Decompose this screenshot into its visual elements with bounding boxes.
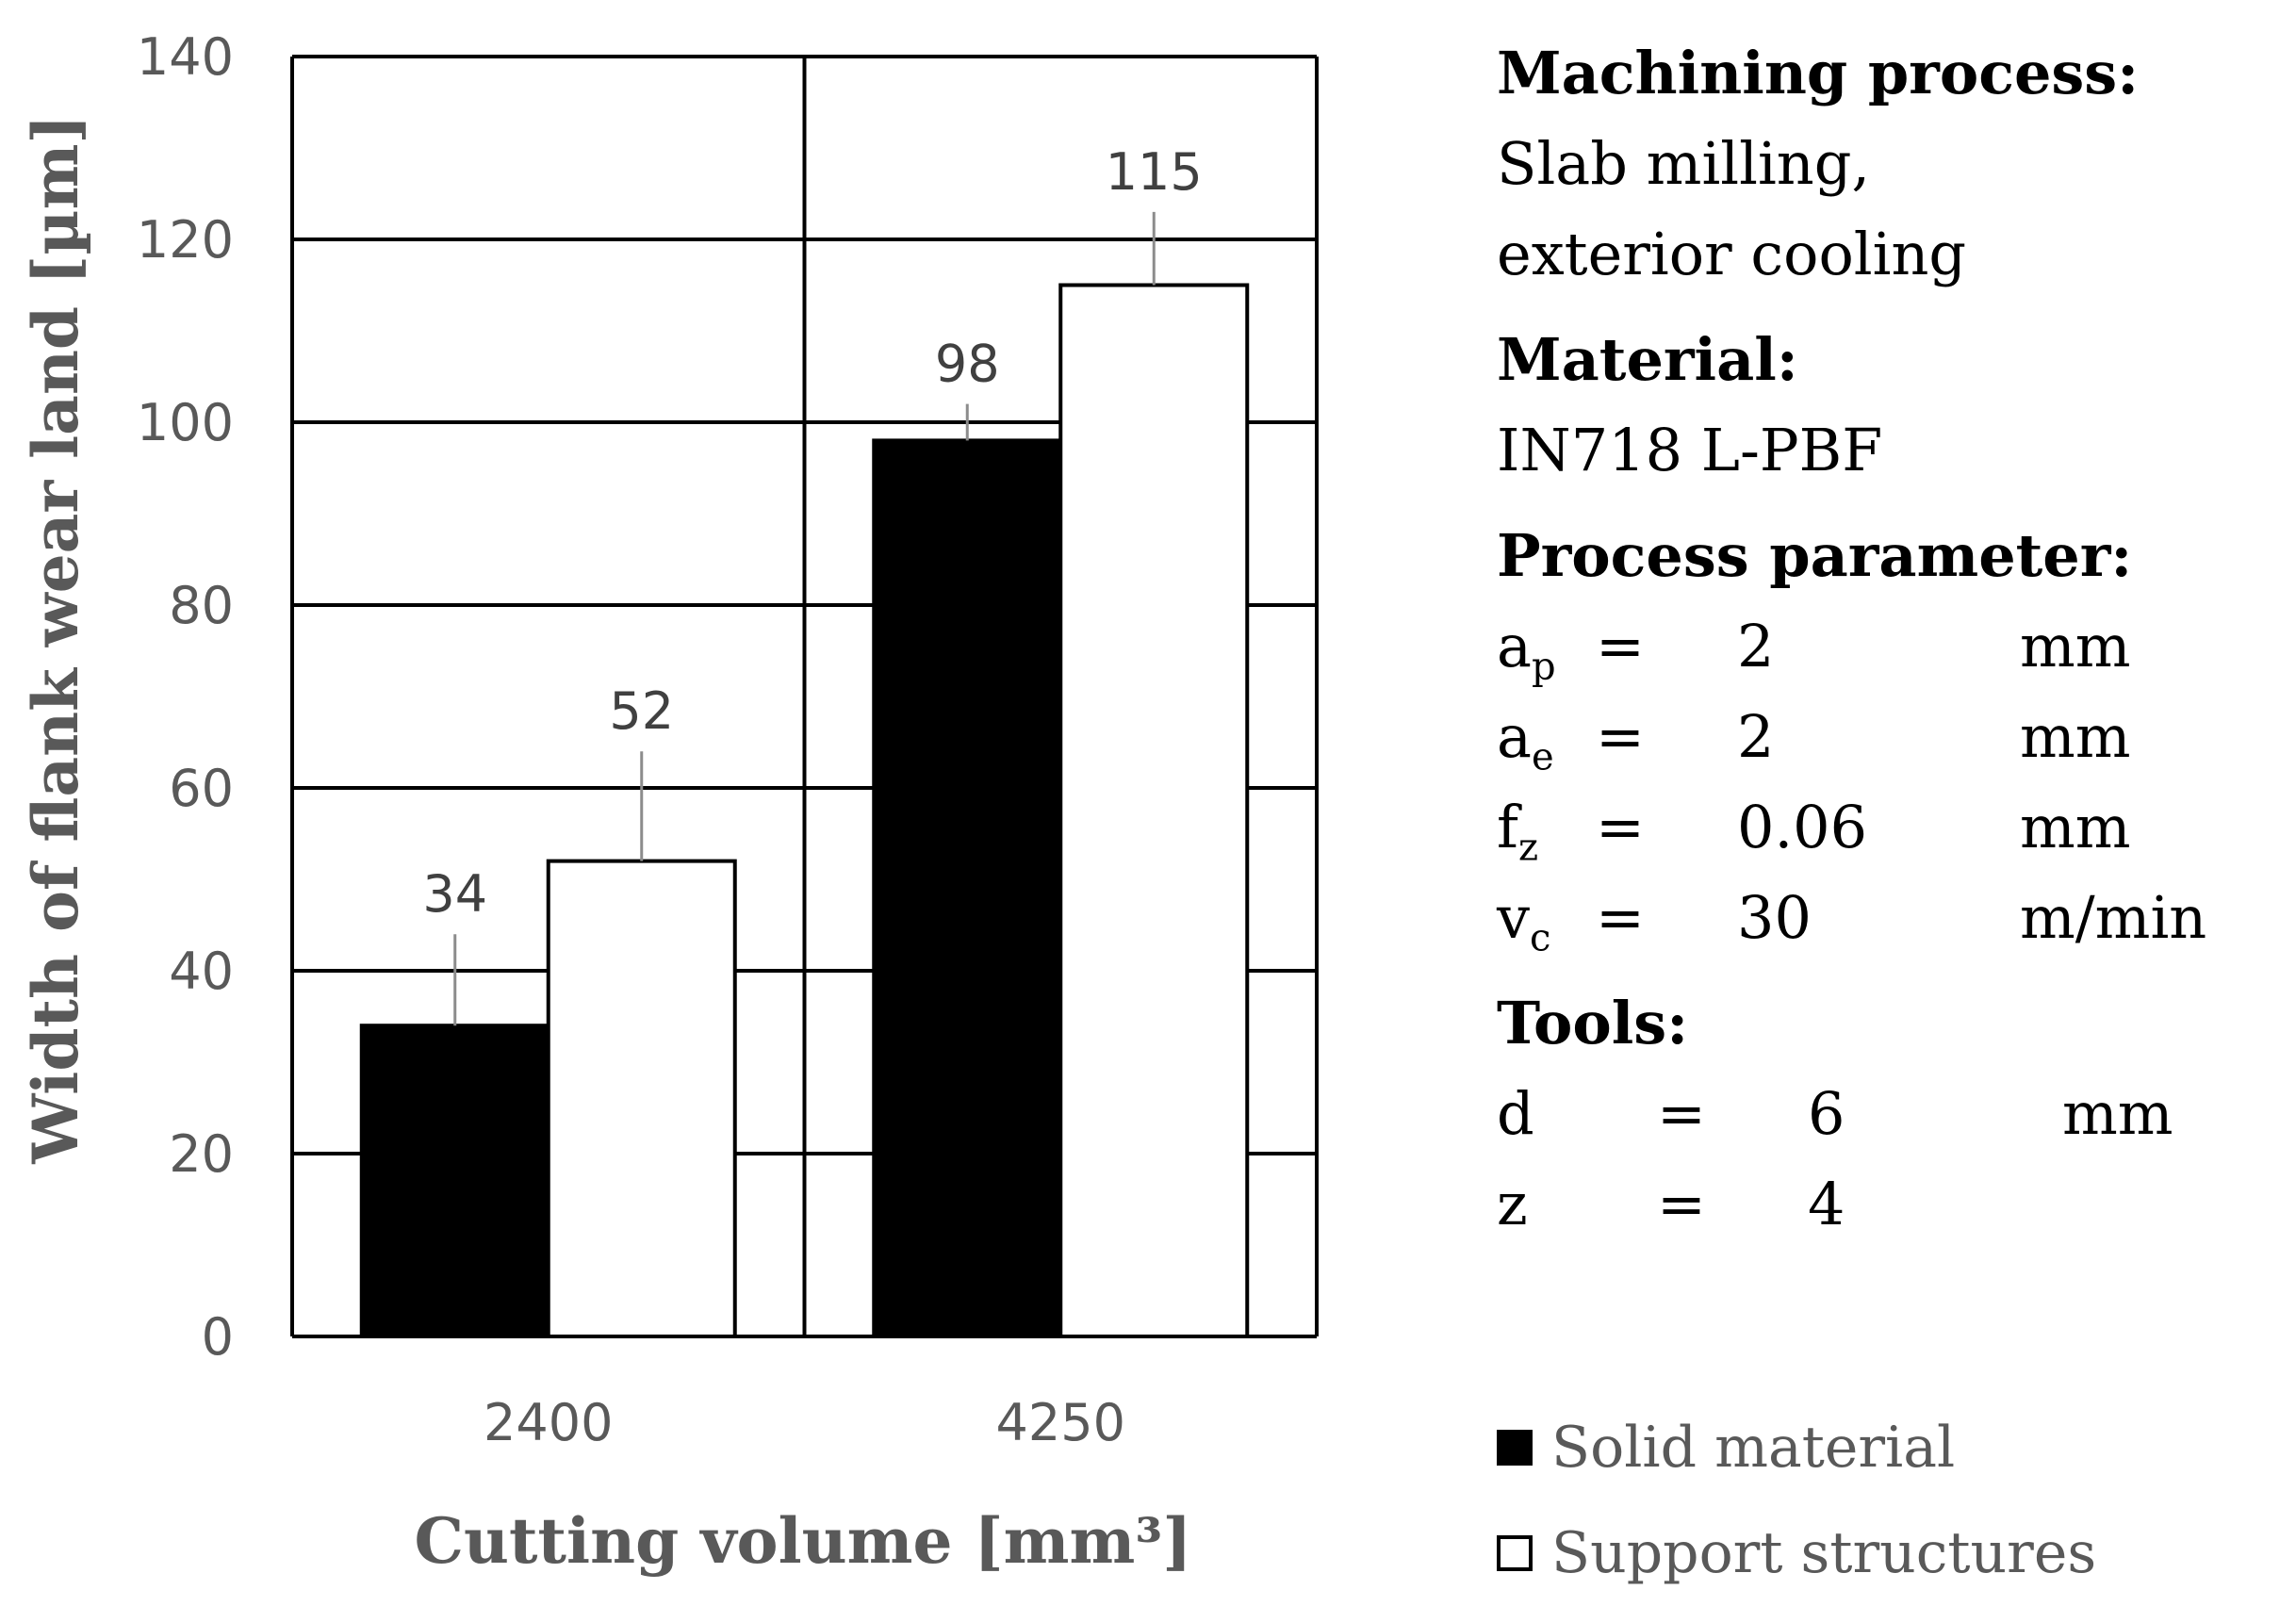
param-row: ae = 2 mm bbox=[1497, 692, 2279, 782]
params-heading: Process parameter: bbox=[1497, 521, 2133, 590]
tick-labels: 0 20 40 60 80 100 120 140 2400 4250 bbox=[137, 27, 1125, 1452]
tools-section: Tools: d = 6 mm z = 4 bbox=[1497, 978, 2279, 1250]
bars bbox=[359, 283, 1250, 1338]
param-value: 2 bbox=[1737, 612, 1775, 680]
legend-label-solid: Solid material bbox=[1551, 1415, 1956, 1481]
param-unit: mm bbox=[2020, 612, 2131, 680]
param-row: ap = 2 mm bbox=[1497, 601, 2279, 692]
param-row: fz = 0.06 mm bbox=[1497, 782, 2279, 873]
bar bbox=[359, 1024, 550, 1338]
param-subscript: p bbox=[1531, 645, 1556, 689]
tool-equals: = bbox=[1657, 1170, 1706, 1238]
legend-swatch-solid bbox=[1497, 1430, 1533, 1466]
data-label: 115 bbox=[1106, 142, 1203, 202]
param-symbol: fz bbox=[1497, 793, 1539, 870]
bar-chart: 34 52 98 115 0 20 40 60 80 100 120 140 2400 4250 Cut… bbox=[19, 27, 1319, 1578]
data-label: 34 bbox=[422, 864, 487, 924]
data-label: 98 bbox=[935, 335, 1000, 394]
param-value: 30 bbox=[1737, 883, 1812, 952]
material-heading: Material: bbox=[1497, 325, 1798, 394]
tool-unit: mm bbox=[2062, 1079, 2173, 1148]
y-tick-label: 60 bbox=[169, 759, 234, 818]
data-labels: 34 52 98 115 bbox=[422, 142, 1202, 924]
y-tick-label: 0 bbox=[202, 1307, 234, 1367]
tool-value: 4 bbox=[1808, 1170, 1845, 1238]
data-label: 52 bbox=[609, 681, 674, 741]
machining-line-1: Slab milling, bbox=[1497, 129, 1871, 198]
error-bars bbox=[453, 211, 1156, 1026]
y-axis-title: Width of flank wear land [µm] bbox=[19, 114, 92, 1164]
legend-item-support: Support structures bbox=[1497, 1500, 2096, 1606]
machining-section: Machining process: Slab milling, exterio… bbox=[1497, 28, 2279, 300]
legend-label-support: Support structures bbox=[1551, 1520, 2097, 1586]
param-equals: = bbox=[1596, 612, 1645, 680]
param-value: 2 bbox=[1737, 702, 1775, 771]
y-tick-label: 120 bbox=[137, 210, 234, 270]
machining-line-2: exterior cooling bbox=[1497, 220, 1967, 288]
y-tick-label: 20 bbox=[169, 1124, 234, 1184]
legend-swatch-support bbox=[1497, 1535, 1533, 1571]
param-subscript: c bbox=[1530, 916, 1551, 960]
x-tick-label: 2400 bbox=[484, 1393, 613, 1452]
y-tick-label: 140 bbox=[137, 27, 234, 87]
param-equals: = bbox=[1596, 702, 1645, 771]
param-symbol: ae bbox=[1497, 702, 1554, 779]
param-equals: = bbox=[1596, 883, 1645, 952]
tool-value: 6 bbox=[1808, 1079, 1845, 1148]
legend-item-solid: Solid material bbox=[1497, 1395, 2096, 1500]
param-symbol: ap bbox=[1497, 612, 1556, 689]
y-tick-label: 100 bbox=[137, 393, 234, 452]
bar bbox=[1058, 283, 1250, 1338]
experiment-info-panel: Machining process: Slab milling, exterio… bbox=[1497, 28, 2279, 1265]
material-section: Material: IN718 L-PBF bbox=[1497, 315, 2279, 496]
param-subscript: e bbox=[1531, 735, 1554, 779]
bar bbox=[872, 438, 1063, 1338]
param-unit: mm bbox=[2020, 793, 2131, 861]
param-unit: m/min bbox=[2020, 883, 2207, 952]
legend: Solid material Support structures bbox=[1497, 1395, 2096, 1606]
x-axis-title: Cutting volume [mm³] bbox=[415, 1504, 1192, 1578]
y-tick-label: 40 bbox=[169, 942, 234, 1001]
params-rows: ap = 2 mm ae = 2 mm fz = 0.06 mm vc = 30 m/min bbox=[1497, 601, 2279, 963]
tools-heading: Tools: bbox=[1497, 989, 1689, 1057]
y-tick-label: 80 bbox=[169, 576, 234, 635]
param-symbol: vc bbox=[1497, 883, 1551, 960]
material-value: IN718 L-PBF bbox=[1497, 416, 1883, 484]
bar bbox=[546, 859, 737, 1338]
param-subscript: z bbox=[1517, 826, 1539, 870]
tool-symbol: z bbox=[1497, 1170, 1528, 1238]
tool-row: d = 6 mm bbox=[1497, 1069, 2279, 1159]
param-row: vc = 30 m/min bbox=[1497, 873, 2279, 963]
x-tick-label: 4250 bbox=[996, 1393, 1125, 1452]
param-value: 0.06 bbox=[1737, 793, 1868, 861]
machining-heading: Machining process: bbox=[1497, 39, 2140, 107]
tool-row: z = 4 bbox=[1497, 1159, 2279, 1250]
param-unit: mm bbox=[2020, 702, 2131, 771]
tool-equals: = bbox=[1657, 1079, 1706, 1148]
param-equals: = bbox=[1596, 793, 1645, 861]
tools-rows: d = 6 mm z = 4 bbox=[1497, 1069, 2279, 1250]
tool-symbol: d bbox=[1497, 1079, 1534, 1148]
params-section: Process parameter: ap = 2 mm ae = 2 mm fz = 0.06 mm… bbox=[1497, 511, 2279, 963]
